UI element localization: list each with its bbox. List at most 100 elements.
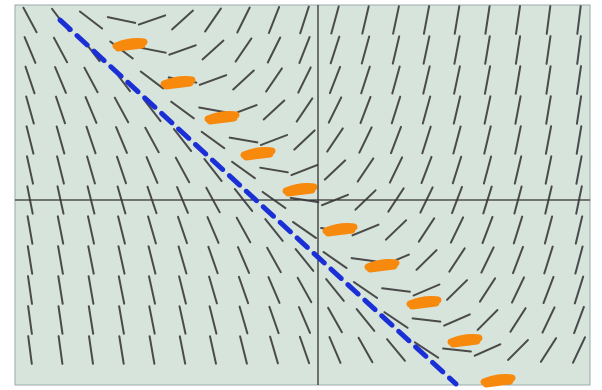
slope-segment — [178, 305, 187, 335]
slope-segment — [27, 305, 33, 335]
slope-segment — [86, 155, 96, 185]
slope-segment — [298, 306, 311, 334]
slope-segment — [168, 44, 197, 56]
slope-segment — [574, 245, 584, 275]
slope-segment — [267, 6, 281, 34]
slope-segment — [203, 158, 223, 182]
slope-segment — [265, 67, 283, 93]
slope-segment — [452, 95, 462, 125]
slope-segment — [573, 305, 585, 335]
slope-segment — [361, 5, 370, 35]
slope-segment — [574, 215, 584, 245]
orange-mark — [282, 183, 318, 197]
slope-segment — [575, 155, 583, 185]
slope-segment — [266, 246, 282, 274]
slope-segment — [144, 126, 160, 154]
slope-segment — [264, 218, 284, 242]
slope-segment — [359, 95, 372, 125]
slope-segment — [57, 275, 64, 305]
slope-segment — [355, 308, 376, 332]
slope-segment — [208, 305, 218, 335]
slope-segment — [352, 281, 379, 299]
slope-segment — [514, 125, 522, 155]
slope-segment — [330, 5, 340, 35]
slope-segment — [200, 130, 226, 150]
slope-segment — [543, 245, 554, 275]
slope-segment — [360, 65, 371, 95]
slope-segment — [483, 65, 492, 95]
slope-segment — [391, 35, 401, 65]
slope-segment — [476, 309, 499, 331]
slope-segment — [148, 275, 156, 305]
slope-segment — [484, 5, 491, 35]
slope-segment — [268, 305, 280, 335]
slope-segment — [386, 338, 406, 362]
slope-segment — [448, 247, 466, 273]
slope-segment — [384, 219, 408, 241]
slope-segment — [88, 335, 94, 365]
slope-segment — [422, 65, 431, 95]
slope-segment — [323, 159, 347, 181]
slope-segment — [26, 215, 34, 245]
slope-segment — [576, 65, 582, 95]
slope-segment — [295, 97, 314, 123]
slope-segment — [541, 306, 556, 334]
slope-segment — [292, 221, 317, 239]
slope-segment — [117, 275, 126, 305]
slope-segment — [56, 155, 65, 185]
slope-segment — [390, 95, 402, 125]
slope-segment — [117, 215, 126, 245]
slope-segment — [576, 5, 582, 35]
slope-segment — [360, 35, 371, 65]
slope-segment — [358, 126, 373, 154]
slope-segment — [27, 275, 33, 305]
slope-segment — [269, 335, 279, 365]
slope-segment — [234, 37, 253, 63]
slope-segment — [23, 36, 37, 64]
orange-mark — [406, 296, 442, 310]
slope-segment — [113, 96, 130, 124]
slope-segment — [198, 74, 228, 86]
slope-segment — [177, 215, 188, 245]
slope-segment — [482, 155, 493, 185]
slope-segment — [232, 69, 255, 91]
slope-segment — [481, 215, 494, 245]
slope-segment — [294, 248, 315, 272]
orange-mark — [204, 111, 240, 125]
slope-segment — [26, 155, 34, 185]
slope-segment — [177, 245, 188, 275]
slope-segment — [329, 35, 341, 65]
slope-segment — [381, 287, 411, 293]
slope-segment — [543, 215, 554, 245]
slope-segment — [259, 134, 289, 146]
slope-segment — [25, 125, 35, 155]
slope-segment — [57, 305, 64, 335]
slope-segment — [576, 35, 582, 65]
slope-segment — [26, 245, 34, 275]
orange-mark — [364, 259, 400, 273]
slope-segment — [116, 155, 127, 185]
slope-segment — [24, 65, 36, 95]
slope-segment — [327, 96, 343, 124]
slope-segment — [106, 16, 137, 24]
slope-segment — [206, 216, 220, 244]
slope-segment — [512, 215, 524, 245]
slope-segment — [207, 245, 219, 275]
slope-segment — [480, 246, 495, 274]
slope-segment — [453, 35, 461, 65]
slope-segment — [327, 306, 343, 334]
slope-segment — [117, 245, 126, 275]
slope-segment — [87, 275, 95, 305]
slope-segment — [390, 125, 402, 155]
slope-segment — [417, 217, 436, 243]
slope-segment — [201, 39, 225, 61]
slope-segment — [473, 343, 502, 357]
slope-segment — [328, 336, 342, 364]
slope-segment — [484, 35, 491, 65]
slope-segment — [297, 66, 312, 94]
slope-segment — [453, 65, 461, 95]
slope-segment — [262, 99, 286, 121]
slope-segment — [148, 335, 156, 365]
